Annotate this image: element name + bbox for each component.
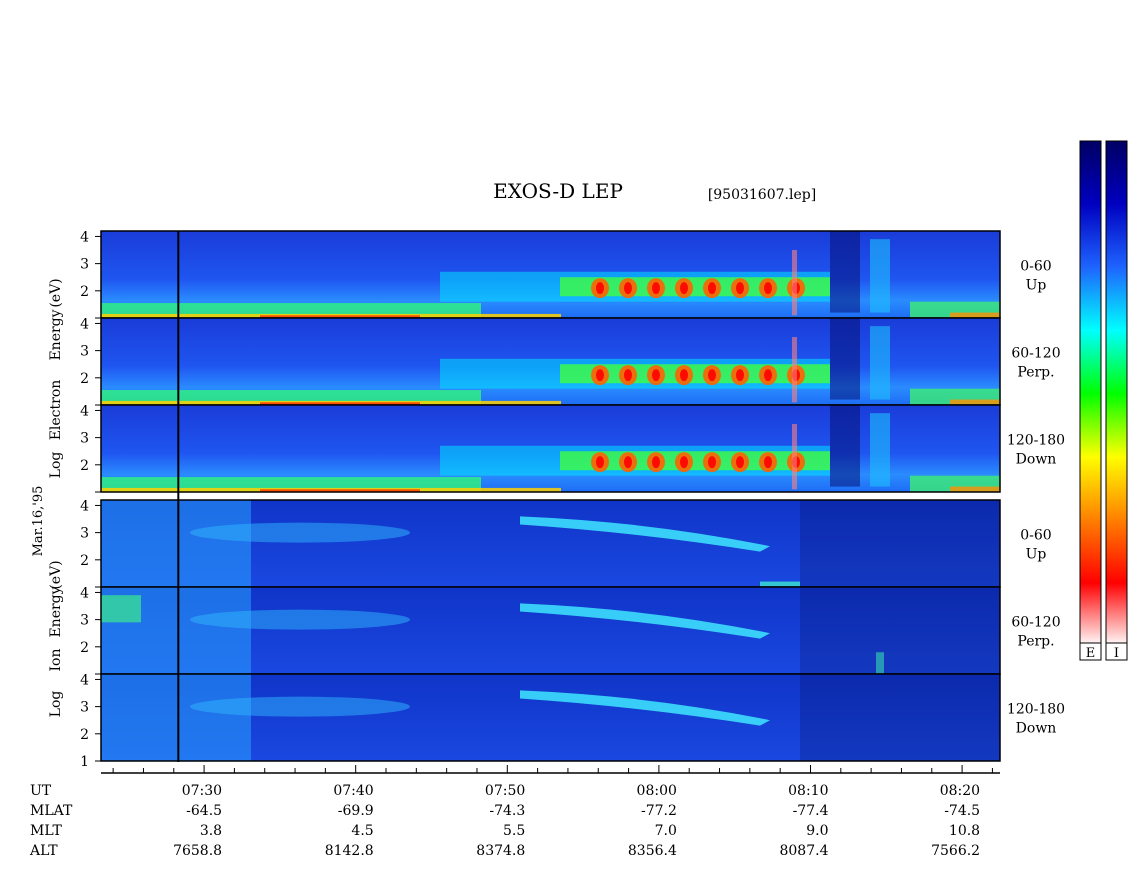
ion-dispersion-band — [520, 603, 770, 639]
ephemeris-value: 8356.4 — [628, 843, 677, 859]
direction-label: Down — [1016, 721, 1057, 737]
y-tick-label: 3 — [80, 526, 89, 542]
low-energy-band-peak — [260, 489, 420, 492]
panel-ion-3 — [100, 673, 1001, 762]
y-axis-label-word: Energy — [48, 586, 64, 637]
ion-dispersion-band — [520, 516, 770, 552]
panel-electron-1 — [100, 230, 1001, 319]
y-tick-label: 2 — [80, 640, 89, 656]
y-tick-label: 4 — [80, 316, 89, 332]
ephemeris-row-label: UT — [30, 783, 52, 799]
panel-ion-2 — [100, 586, 1001, 675]
ephemeris-value: 7658.8 — [173, 843, 222, 859]
pitch-angle-label: 120-180 — [1007, 702, 1065, 718]
spectrogram-panels — [100, 230, 1001, 762]
y-axis-label-word: Energy — [48, 309, 64, 360]
y-tick-label: 3 — [80, 257, 89, 273]
pitch-angle-label: 60-120 — [1011, 346, 1060, 362]
ephemeris-value: 8087.4 — [779, 843, 828, 859]
pitch-angle-label: 0-60 — [1020, 259, 1051, 275]
y-tick-label: 2 — [80, 458, 89, 474]
date-label: Mar.16,'95 — [31, 486, 46, 557]
panel-frame — [100, 404, 1001, 493]
colorbar-electron — [1079, 140, 1102, 647]
ephemeris-value: 8374.8 — [476, 843, 525, 859]
ephemeris-value: 07:30 — [182, 783, 222, 799]
y-tick-label: 4 — [80, 403, 89, 419]
axes-layer: 2 3 4 2 3 4 2 3 4 2 3 4 2 3 4 1 2 3 4 — [80, 229, 1000, 774]
ephemeris-value: -64.5 — [186, 803, 222, 819]
colorbar-ion — [1105, 140, 1128, 647]
y-axis-label-word: Log — [48, 691, 64, 718]
panel-electron-3 — [100, 404, 1001, 493]
ephemeris-value: -74.3 — [489, 803, 525, 819]
y-tick-label: 2 — [80, 553, 89, 569]
ephemeris-value: -74.5 — [944, 803, 980, 819]
ephemeris-value: 08:20 — [940, 783, 980, 799]
colorbar-label-i: I — [1114, 646, 1119, 661]
low-energy-band-peak — [260, 402, 420, 405]
ephemeris-value: 07:40 — [333, 783, 373, 799]
pitch-angle-label: 120-180 — [1007, 433, 1065, 449]
ephemeris-row-label: MLT — [30, 823, 62, 839]
ephemeris-value: 8142.8 — [325, 843, 374, 859]
y-tick-label: 2 — [80, 371, 89, 387]
ion-perp-enhancement — [101, 595, 141, 623]
colorbar-label-e: E — [1086, 646, 1096, 661]
low-energy-band-peak — [260, 315, 420, 318]
pitch-angle-label: 60-120 — [1011, 615, 1060, 631]
y-axis-label-word: Log — [48, 452, 64, 479]
ion-early-population — [101, 674, 251, 761]
y-axis-label-word: (eV) — [48, 560, 64, 589]
ephemeris-value: -77.2 — [641, 803, 677, 819]
panel-frame — [100, 673, 1001, 762]
y-axis-label-word: Electron — [48, 380, 64, 441]
ephemeris-value: 5.5 — [503, 823, 525, 839]
ephemeris-row-label: MLAT — [30, 803, 73, 819]
y-tick-label: 4 — [80, 498, 89, 514]
ephemeris-value: -77.4 — [793, 803, 829, 819]
y-tick-label: 4 — [80, 672, 89, 688]
ephemeris-value: 08:00 — [637, 783, 677, 799]
y-tick-label: 2 — [80, 727, 89, 743]
ion-early-population — [101, 500, 251, 587]
ion-dispersion-band — [520, 690, 770, 726]
direction-label: Perp. — [1017, 634, 1054, 650]
ephemeris-value: -69.9 — [338, 803, 374, 819]
ephemeris-value: 7566.2 — [931, 843, 980, 859]
colorbar: E I — [1079, 140, 1128, 661]
ephemeris-value: 9.0 — [806, 823, 828, 839]
direction-label: Up — [1026, 547, 1047, 563]
ephemeris-value: 4.5 — [351, 823, 373, 839]
panel-ion-1 — [100, 499, 1001, 588]
direction-label: Perp. — [1017, 365, 1054, 381]
ephemeris-value: 08:10 — [788, 783, 828, 799]
y-axis-label-word: (eV) — [48, 278, 64, 307]
panel-electron-2 — [100, 317, 1001, 406]
direction-label: Down — [1016, 452, 1057, 468]
y-tick-label: 1 — [80, 754, 89, 770]
y-tick-label: 4 — [80, 229, 89, 245]
pitch-angle-label: 0-60 — [1020, 528, 1051, 544]
ephemeris-value: 07:50 — [485, 783, 525, 799]
ephemeris-value: 3.8 — [200, 823, 222, 839]
y-tick-label: 4 — [80, 585, 89, 601]
y-tick-label: 3 — [80, 344, 89, 360]
y-tick-label: 3 — [80, 431, 89, 447]
ephemeris-value: 10.8 — [949, 823, 980, 839]
y-tick-label: 3 — [80, 613, 89, 629]
ephemeris-value: 7.0 — [655, 823, 677, 839]
direction-label: Up — [1026, 278, 1047, 294]
chart-title: EXOS-D LEP — [493, 179, 623, 203]
y-tick-label: 2 — [80, 284, 89, 300]
ephemeris-row-label: ALT — [29, 843, 58, 859]
file-label: [95031607.lep] — [708, 187, 816, 203]
y-tick-label: 3 — [80, 700, 89, 716]
label-layer: 0-60 Up 60-120 Perp. 120-180 Down Log Electron E… — [29, 259, 1065, 860]
y-axis-label-word: Ion — [48, 649, 64, 672]
